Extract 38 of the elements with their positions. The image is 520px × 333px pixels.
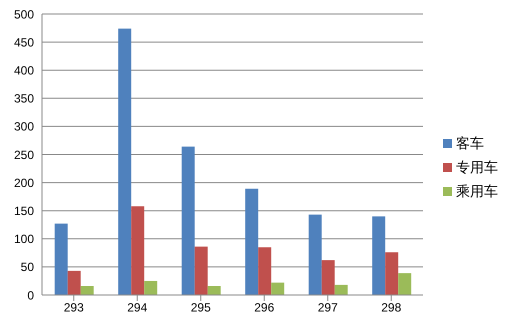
y-tick-label: 300 bbox=[14, 120, 34, 134]
y-tick-label: 450 bbox=[14, 35, 34, 50]
legend-label: 客车 bbox=[456, 134, 484, 150]
bar bbox=[308, 214, 322, 295]
bar bbox=[68, 270, 81, 295]
legend-label: 专用车 bbox=[456, 158, 498, 174]
bar bbox=[54, 224, 68, 295]
bar bbox=[194, 246, 208, 295]
y-tick-label: 50 bbox=[20, 260, 34, 274]
x-tick-label: 294 bbox=[127, 300, 148, 315]
x-tick-label: 293 bbox=[64, 300, 84, 315]
bar bbox=[245, 188, 258, 295]
bar bbox=[271, 282, 284, 295]
x-tick-label: 295 bbox=[190, 300, 212, 315]
bar bbox=[80, 286, 94, 295]
bar bbox=[144, 280, 158, 295]
bar bbox=[372, 216, 386, 295]
bar bbox=[258, 247, 272, 295]
bar bbox=[385, 252, 398, 295]
bar bbox=[208, 286, 221, 295]
x-tick-label: 298 bbox=[381, 300, 402, 315]
bar bbox=[182, 146, 195, 295]
y-tick-label: 0 bbox=[27, 288, 34, 302]
y-tick-label: 350 bbox=[14, 92, 34, 106]
bar bbox=[131, 206, 144, 295]
x-tick-label: 296 bbox=[254, 300, 275, 315]
legend-label: 乘用车 bbox=[456, 182, 498, 198]
x-tick-label: 297 bbox=[318, 300, 338, 315]
bar bbox=[398, 273, 412, 295]
y-tick-label: 500 bbox=[14, 7, 34, 22]
y-tick-label: 200 bbox=[14, 176, 34, 190]
y-tick-label: 400 bbox=[14, 63, 34, 78]
bar bbox=[334, 284, 348, 295]
y-tick-label: 250 bbox=[14, 148, 34, 162]
y-tick-label: 150 bbox=[14, 204, 34, 218]
bar bbox=[118, 28, 132, 295]
y-tick-label: 100 bbox=[14, 232, 34, 246]
bar bbox=[322, 260, 335, 295]
